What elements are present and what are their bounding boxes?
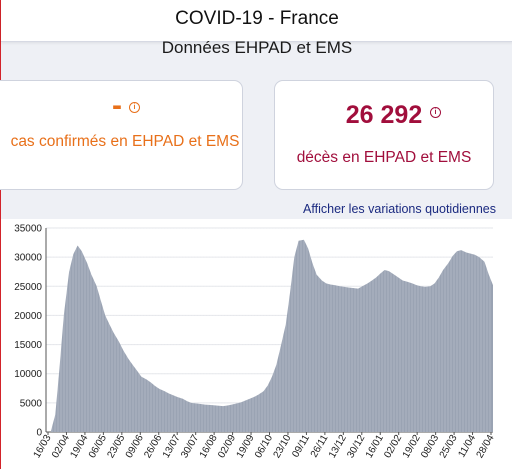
confirmed-cases-value: - [112, 89, 122, 122]
y-tick-label: 25000 [14, 282, 42, 293]
area-series [51, 239, 493, 432]
info-circle-icon[interactable]: i [430, 107, 441, 118]
y-tick-label: 0 [36, 428, 42, 439]
confirmed-cases-label: cas confirmés en EHPAD et EMS [10, 133, 240, 150]
x-tick-label: 28/04 [475, 433, 497, 461]
y-tick-label: 5000 [20, 398, 43, 409]
deaths-card: 26 292 i décès en EHPAD et EMS [274, 80, 494, 190]
y-tick-label: 20000 [14, 311, 42, 322]
x-tick-label: 09/11 [290, 433, 312, 460]
y-tick-label: 30000 [14, 253, 42, 264]
x-tick-label: 23/10 [272, 433, 294, 461]
y-tick-label: 15000 [14, 340, 42, 351]
top-bar: COVID-19 - France [1, 0, 512, 42]
deaths-value: 26 292 [345, 101, 423, 129]
y-tick-label: 10000 [14, 369, 42, 380]
chart-panel: 0 5000 10000 15000 20000 25000 30000 35000 16/03… [1, 219, 512, 469]
confirmed-cases-card: - i cas confirmés en EHPAD et EMS [0, 80, 243, 190]
y-tick-label: 35000 [14, 224, 42, 235]
info-circle-icon[interactable]: i [129, 102, 140, 113]
area-chart: 0500010000150002000025000300003500016/03… [14, 224, 497, 461]
deaths-label: décès en EHPAD et EMS [296, 149, 472, 166]
page-title: COVID-19 - France [175, 8, 339, 29]
section-subtitle: Données EHPAD et EMS [161, 38, 353, 57]
daily-variations-link[interactable]: Afficher les variations quotidiennes [303, 202, 496, 216]
x-tick-label: 25/03 [438, 433, 460, 461]
